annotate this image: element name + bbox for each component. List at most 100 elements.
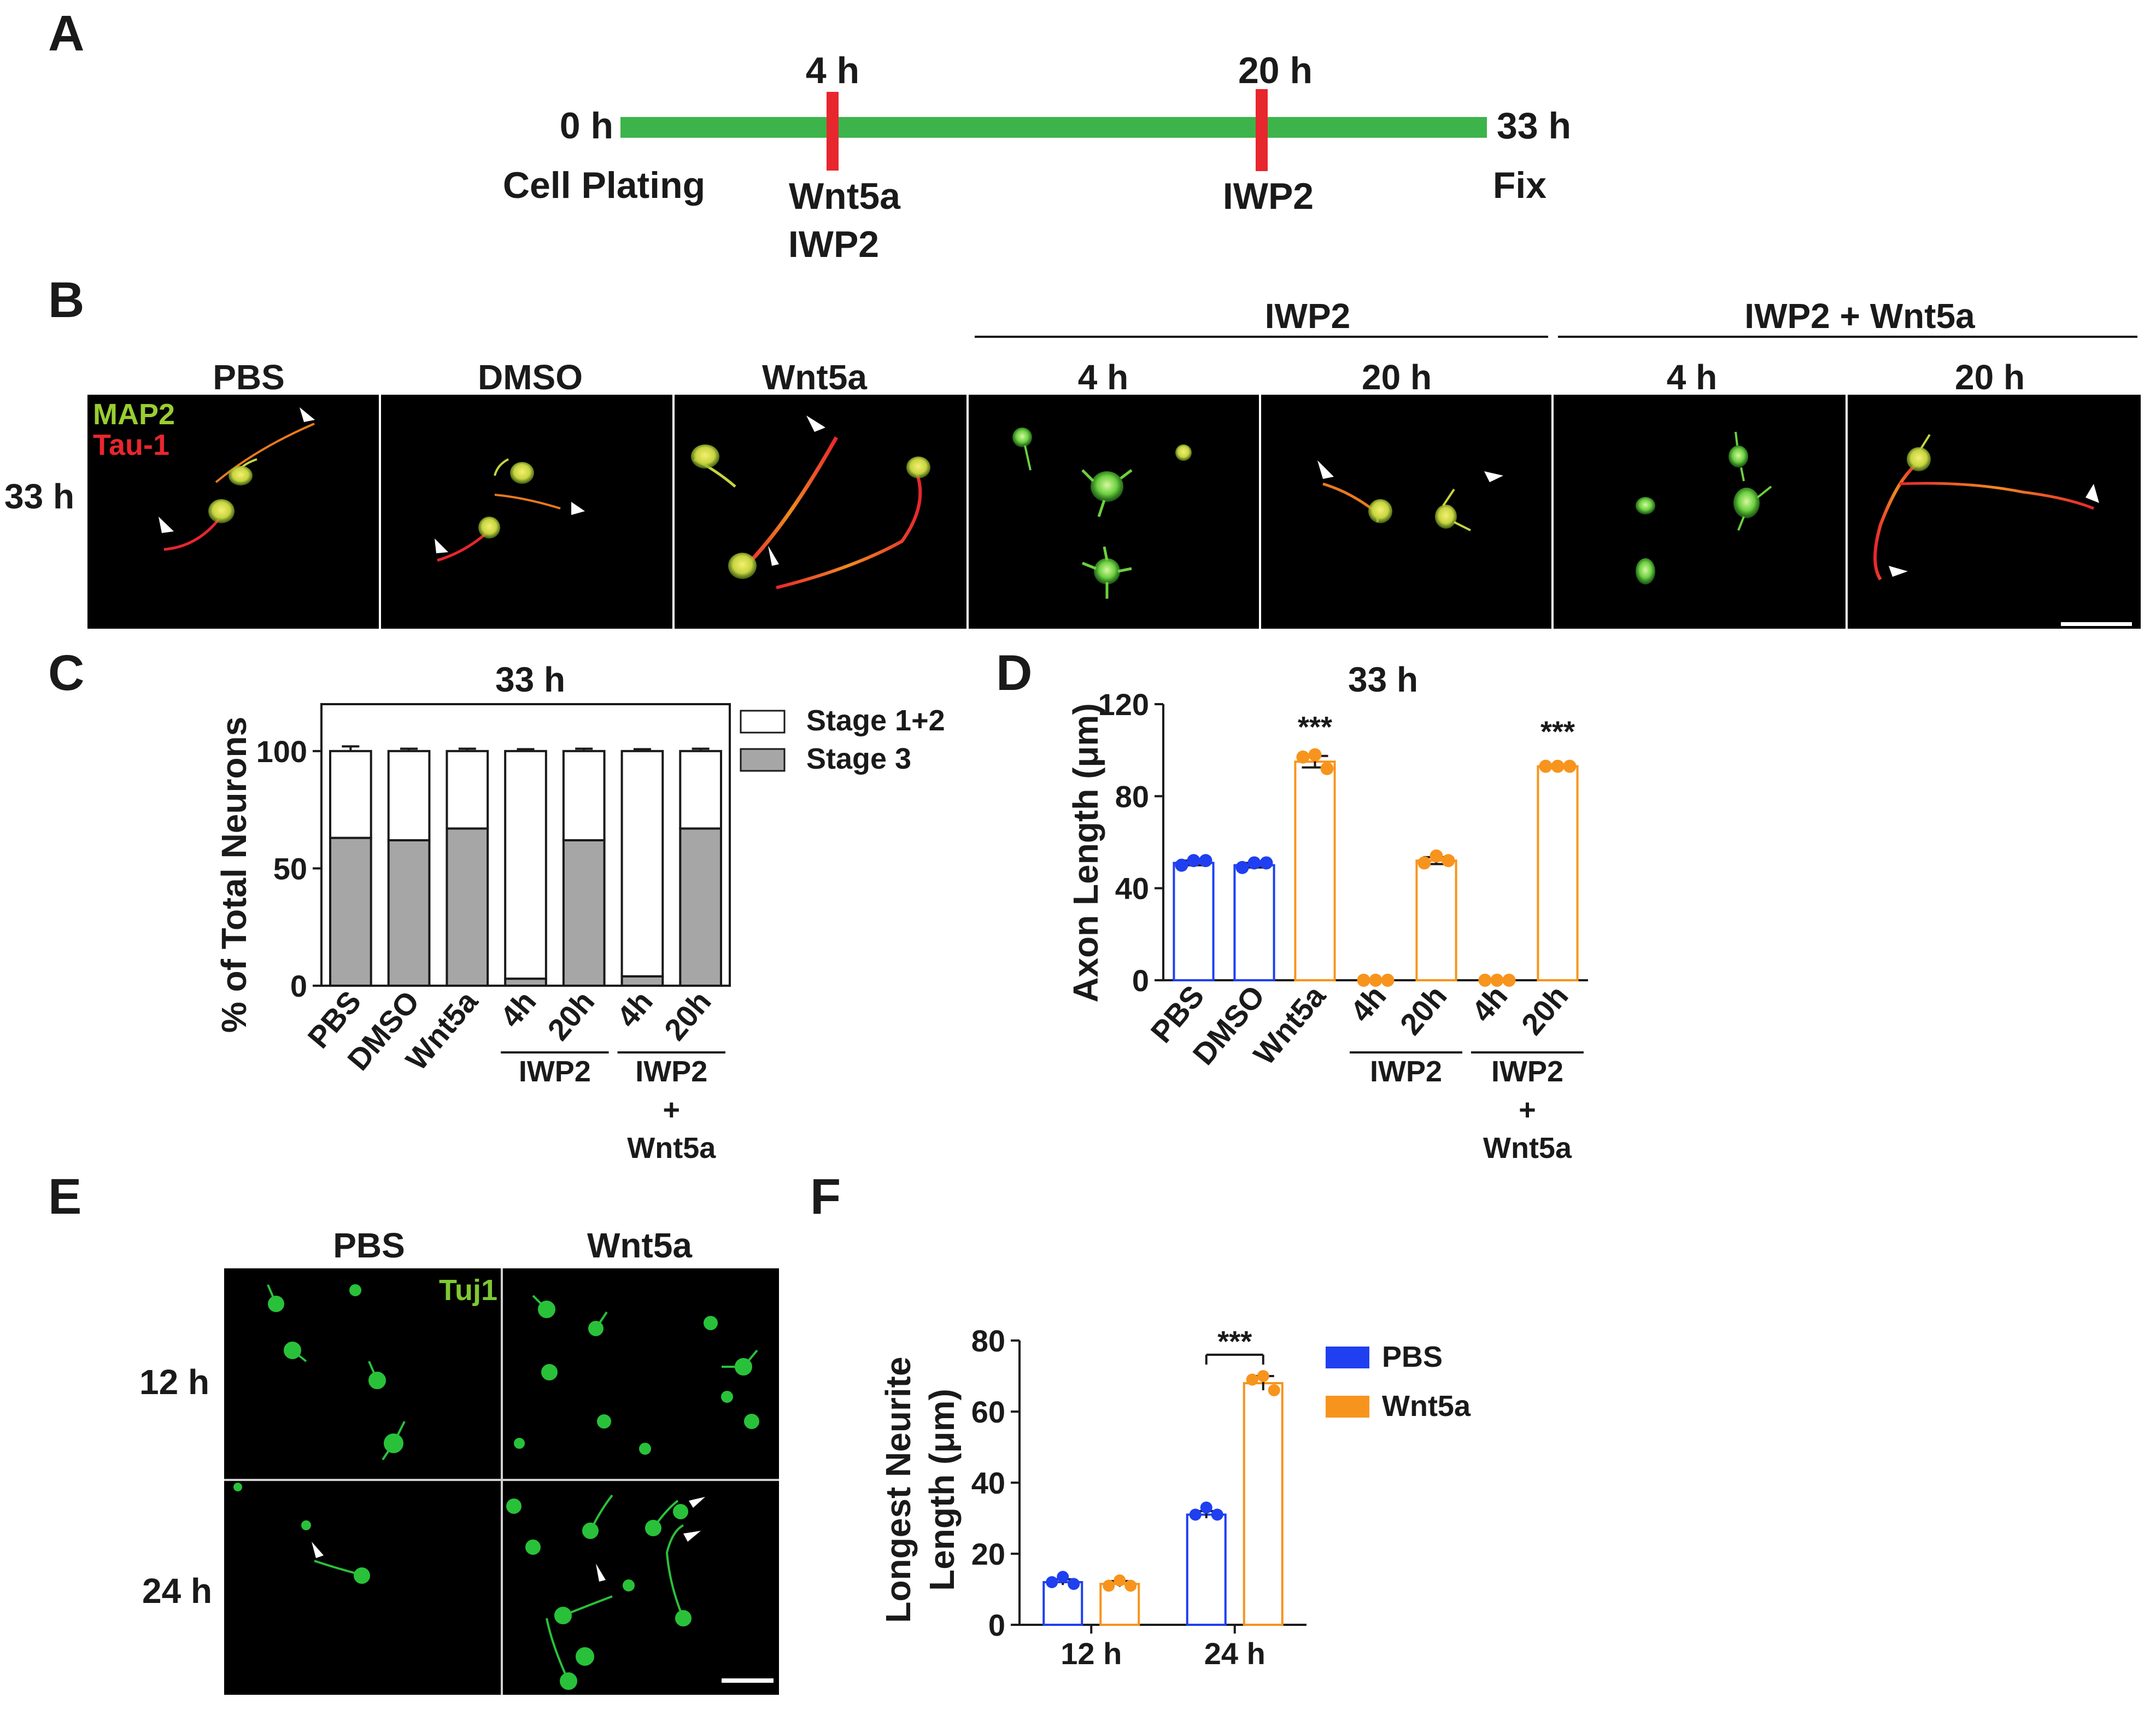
channel-label-map2: MAP2 [93, 398, 175, 431]
chart-f-point [1114, 1574, 1126, 1587]
chart-f-ytick-label: 60 [971, 1395, 1005, 1429]
micrograph-dmso [435, 458, 585, 562]
chart-d-point [1490, 974, 1504, 987]
col-label-5: 20 h [1362, 358, 1432, 397]
chart-c-group-label: Wnt5a [627, 1132, 716, 1164]
chart-f-point [1268, 1384, 1280, 1396]
timeline-start-event: Cell Plating [503, 165, 705, 206]
chart-d-point [1308, 748, 1322, 762]
chart-d-xtick-label: 20h [1514, 979, 1574, 1041]
chart-f-bar-wnt5a [1243, 1382, 1284, 1626]
chart-c-bar-stage12 [504, 750, 547, 980]
legend-f-swatch-wnt5a [1326, 1396, 1369, 1418]
chart-d-group-label: + [1519, 1093, 1536, 1126]
chart-d-ytick-label: 120 [1098, 687, 1149, 722]
col-label-1: PBS [213, 358, 285, 397]
chart-c-xtick-label: 20h [658, 984, 718, 1046]
chart-f-ytick-label: 80 [971, 1324, 1005, 1358]
chart-d-ylabel: Axon Length (μm) [1066, 703, 1105, 1003]
chart-d-significance: *** [1298, 711, 1332, 744]
chart-c-title: 33 h [495, 660, 565, 699]
channel-label-tau1: Tau-1 [93, 429, 169, 461]
panel-label-f: F [810, 1169, 841, 1225]
col-label-6: 4 h [1667, 358, 1717, 397]
micrograph-iwp2-wnt5a-4h [1636, 431, 1772, 584]
chart-c-ytick-label: 0 [290, 969, 307, 1003]
chart-f-xtick-label: 24 h [1204, 1636, 1266, 1671]
stain-label-tuj1: Tuj1 [439, 1274, 497, 1307]
legend-c-swatch-stage3 [740, 748, 786, 772]
chart-f-xtick-label: 12 h [1061, 1636, 1122, 1671]
micrograph-iwp2-4h [1012, 428, 1192, 599]
panel-label-e: E [48, 1169, 81, 1225]
chart-d-bar [1537, 765, 1579, 981]
panel-b: IWP2 IWP2 + Wnt5a PBS DMSO Wnt5a 4 h 20 … [4, 296, 2141, 629]
chart-f-point [1068, 1578, 1080, 1590]
chart-d-xtick-label: 20h [1393, 979, 1453, 1041]
chart-f-point [1200, 1501, 1212, 1514]
chart-c-xtick-label: 4h [493, 984, 542, 1034]
timeline-mark1-event-1: Wnt5a [789, 175, 901, 217]
timeline-mark1: 4 h [806, 50, 859, 91]
chart-d-bar [1233, 864, 1275, 982]
micrograph-strip [87, 395, 2141, 629]
chart-c-bar-stage3 [387, 839, 431, 987]
chart-c-bar-stage12 [562, 750, 606, 841]
chart-d-point [1539, 759, 1552, 773]
chart-c-bar-stage3 [679, 827, 722, 987]
timeline-end: 33 h [1497, 105, 1571, 147]
e-col-label-pbs: PBS [333, 1226, 405, 1265]
chart-d-point [1199, 854, 1212, 868]
chart-d-bar [1415, 859, 1457, 981]
chart-d-ytick-label: 40 [1115, 871, 1149, 906]
chart-d-point [1417, 856, 1431, 870]
chart-f-significance: *** [1217, 1325, 1252, 1358]
chart-d-group-label: IWP2 [1370, 1055, 1442, 1088]
chart-c-xtick-label: 4h [610, 984, 659, 1034]
chart-d-group-label: IWP2 [1491, 1055, 1563, 1088]
scale-bar-b [2061, 622, 2132, 626]
timeline-mark2-event-1: IWP2 [1223, 175, 1314, 217]
micrograph-wnt5a [691, 415, 930, 589]
micrograph-e-cells [233, 1284, 759, 1690]
micrograph-iwp2-20h [1317, 460, 1503, 531]
chart-f-point [1211, 1508, 1223, 1521]
chart-d-significance: *** [1540, 716, 1575, 748]
chart-d-title: 33 h [1348, 660, 1418, 699]
chart-c-ytick-label: 100 [256, 734, 307, 769]
panel-label-d: D [996, 645, 1032, 701]
panel-label-a: A [48, 5, 84, 61]
chart-d-bar [1173, 862, 1215, 981]
chart-f-point [1103, 1579, 1115, 1592]
timeline: 0 h 33 h 4 h 20 h Cell Plating Fix Wnt5a… [503, 50, 1571, 265]
legend-f-swatch-pbs [1326, 1347, 1369, 1368]
row-label-33h: 33 h [4, 477, 74, 516]
panel-f: Longest Neurite Length (μm) 0 20 40 60 80 12 … [878, 1324, 1471, 1671]
chart-d-point [1247, 856, 1261, 870]
chart-f-ylabel-2: Length (μm) [922, 1389, 962, 1591]
chart-f-point [1046, 1576, 1058, 1588]
panel-e: PBS Wnt5a 12 h 24 h Tuj1 [139, 1226, 779, 1695]
chart-f-point [1257, 1370, 1269, 1382]
chart-d-point [1502, 974, 1516, 987]
chart-d-point [1259, 856, 1273, 870]
chart-d-bar [1294, 760, 1336, 982]
chart-d-point [1381, 974, 1395, 987]
e-col-label-wnt5a: Wnt5a [587, 1226, 692, 1265]
chart-f-ylabel-1: Longest Neurite [878, 1356, 918, 1623]
chart-f-point [1246, 1373, 1258, 1386]
chart-c-group-label: IWP2 [519, 1055, 591, 1088]
group-label-iwp2: IWP2 [1265, 296, 1350, 336]
timeline-marker-4h [827, 92, 839, 171]
timeline-mark2: 20 h [1238, 50, 1313, 91]
legend-c-stage3: Stage 3 [806, 742, 911, 775]
chart-c-bar-stage12 [620, 750, 664, 978]
chart-d-point [1175, 858, 1188, 872]
chart-c-group-label: + [663, 1093, 681, 1126]
chart-d-point [1551, 759, 1565, 773]
chart-d-ytick-label: 0 [1132, 963, 1149, 998]
chart-d-point [1187, 854, 1200, 868]
panel-label-c: C [48, 645, 84, 701]
